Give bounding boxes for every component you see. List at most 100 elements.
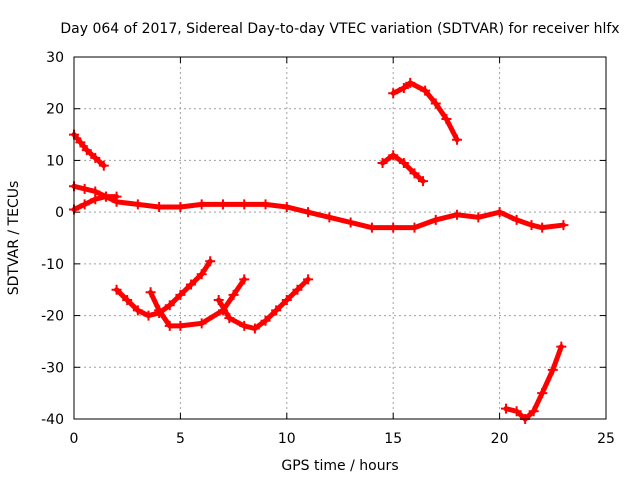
data-point xyxy=(303,207,314,218)
data-point xyxy=(281,295,292,306)
data-point xyxy=(196,318,207,329)
y-tick-label: -40 xyxy=(41,412,64,428)
data-point xyxy=(528,406,539,417)
data-point xyxy=(417,176,428,187)
data-point xyxy=(217,199,228,210)
data-point xyxy=(196,269,207,280)
data-point xyxy=(473,212,484,223)
data-point xyxy=(132,305,143,316)
data-point xyxy=(511,406,522,417)
data-point xyxy=(500,403,511,414)
data-point xyxy=(398,158,409,169)
data-point xyxy=(90,194,101,205)
data-point xyxy=(111,191,122,202)
x-tick-label: 20 xyxy=(491,431,509,447)
data-point xyxy=(260,199,271,210)
data-point xyxy=(98,160,109,171)
data-point xyxy=(205,256,216,267)
data-point xyxy=(345,217,356,228)
data-point xyxy=(303,274,314,285)
x-tick-label: 10 xyxy=(278,431,296,447)
data-point xyxy=(388,222,399,233)
data-point xyxy=(558,220,569,231)
data-point xyxy=(143,310,154,321)
data-point xyxy=(175,201,186,212)
x-tick-label: 0 xyxy=(70,431,79,447)
data-point xyxy=(75,137,86,148)
data-point xyxy=(154,201,165,212)
data-point xyxy=(511,214,522,225)
data-point xyxy=(224,313,235,324)
data-point xyxy=(324,212,335,223)
grid xyxy=(74,57,606,419)
data-point xyxy=(111,284,122,295)
y-tick-label: -30 xyxy=(41,360,64,376)
data-point xyxy=(164,320,175,331)
data-point xyxy=(260,315,271,326)
data-point xyxy=(196,199,207,210)
data-point xyxy=(239,274,250,285)
x-tick-label: 15 xyxy=(384,431,402,447)
data-point xyxy=(441,114,452,125)
data-series xyxy=(69,77,569,424)
data-point xyxy=(537,388,548,399)
series-arc-1 xyxy=(69,129,109,171)
series-arc-5 xyxy=(145,274,250,331)
data-point xyxy=(430,98,441,109)
y-tick-label: -20 xyxy=(41,309,64,325)
series-arc-8 xyxy=(388,77,463,145)
data-point xyxy=(292,284,303,295)
x-tick-label: 25 xyxy=(597,431,615,447)
series-arc-4 xyxy=(111,256,216,321)
data-point xyxy=(132,199,143,210)
data-point xyxy=(81,145,92,156)
series-arc-9 xyxy=(500,341,567,424)
data-point xyxy=(175,289,186,300)
data-point xyxy=(154,305,165,316)
x-axis-title: GPS time / hours xyxy=(281,458,398,474)
data-point xyxy=(366,222,377,233)
data-point xyxy=(239,320,250,331)
data-point xyxy=(388,150,399,161)
data-point xyxy=(100,191,111,202)
data-point xyxy=(420,85,431,96)
data-point xyxy=(186,279,197,290)
y-tick-label: -10 xyxy=(41,257,64,273)
data-point xyxy=(145,287,156,298)
y-tick-label: 30 xyxy=(46,50,64,66)
data-point xyxy=(249,323,260,334)
data-point xyxy=(409,168,420,179)
data-point xyxy=(164,300,175,311)
data-point xyxy=(452,209,463,220)
axis-ticks: 0 5 10 15 20 25 -40 -30 -20 -10 0 10 20 30 xyxy=(41,50,615,447)
data-point xyxy=(537,222,548,233)
series-arc-6 xyxy=(213,274,314,334)
series-line xyxy=(114,258,213,319)
y-tick-label: 0 xyxy=(55,205,64,221)
data-point xyxy=(213,295,224,306)
data-point xyxy=(175,320,186,331)
data-point xyxy=(526,220,537,231)
data-point xyxy=(377,158,388,169)
data-point xyxy=(239,199,250,210)
data-point xyxy=(494,207,505,218)
data-point xyxy=(547,364,558,375)
data-point xyxy=(90,152,101,163)
data-point xyxy=(405,77,416,88)
data-point xyxy=(398,83,409,94)
data-point xyxy=(409,222,420,233)
data-point xyxy=(452,134,463,145)
y-tick-label: 20 xyxy=(46,102,64,118)
plot-frame xyxy=(73,56,607,420)
data-point xyxy=(556,341,567,352)
x-tick-label: 5 xyxy=(176,431,185,447)
data-point xyxy=(388,88,399,99)
data-point xyxy=(228,289,239,300)
chart-title: Day 064 of 2017, Sidereal Day-to-day VTE… xyxy=(60,21,619,37)
data-point xyxy=(79,199,90,210)
series-line xyxy=(148,276,247,329)
data-point xyxy=(430,214,441,225)
data-point xyxy=(79,183,90,194)
